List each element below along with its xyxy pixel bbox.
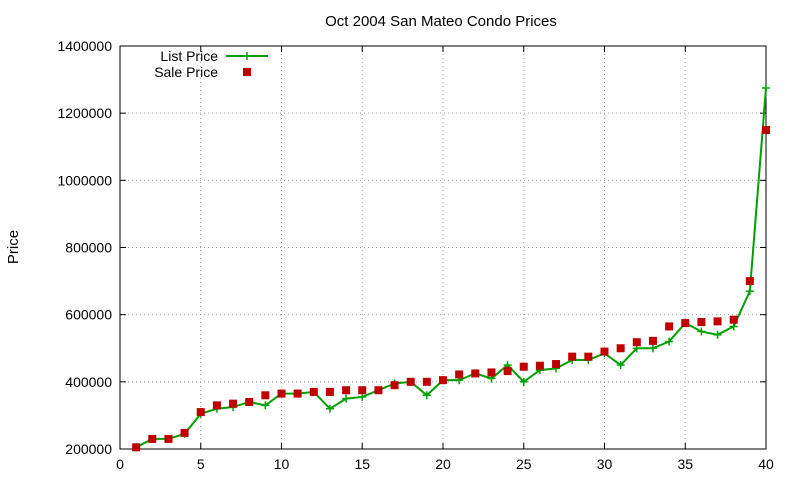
chart-title: Oct 2004 San Mateo Condo Prices	[325, 13, 557, 30]
list-price-point	[261, 401, 270, 410]
sale-price-point	[148, 434, 157, 443]
y-tick-label: 200000	[65, 441, 112, 457]
sale-price-point	[358, 386, 367, 395]
sale-price-point	[164, 434, 173, 443]
list-price-point	[745, 287, 754, 296]
list-price-point	[519, 377, 528, 386]
list-price-point	[713, 330, 722, 339]
list-price-point	[762, 83, 770, 92]
sale-price-point	[503, 367, 512, 376]
list-price-point	[648, 344, 657, 353]
sale-price-point	[309, 387, 318, 396]
sale-price-point	[196, 408, 205, 417]
sale-price-point	[600, 347, 609, 356]
x-tick-label: 35	[677, 456, 693, 472]
sale-price-point	[439, 376, 447, 385]
sale-price-point	[745, 277, 754, 286]
y-tick-label: 1400000	[57, 38, 112, 54]
series-1	[132, 125, 770, 452]
list-price-point	[729, 322, 738, 331]
list-price-point	[616, 361, 625, 370]
sale-price-point	[471, 369, 480, 378]
list-price-point	[697, 327, 706, 336]
sale-price-point	[325, 387, 334, 396]
y-axis-label: Price	[5, 230, 22, 264]
sale-price-point	[535, 361, 544, 370]
list-price-point	[665, 337, 674, 346]
y-tick-label: 1200000	[57, 105, 112, 121]
sale-price-point	[406, 377, 415, 386]
sale-price-point	[374, 386, 383, 395]
y-tick-label: 600000	[65, 307, 112, 323]
sale-price-point	[422, 377, 431, 386]
sale-price-point	[552, 360, 561, 369]
sale-price-point	[665, 322, 674, 331]
sale-price-point	[616, 344, 625, 353]
list-price-point	[422, 391, 431, 400]
x-tick-label: 15	[354, 456, 370, 472]
list-price-point	[358, 392, 367, 401]
y-tick-label: 400000	[65, 374, 112, 390]
sale-price-point	[632, 338, 641, 347]
x-tick-label: 30	[597, 456, 613, 472]
list-price-point	[325, 404, 334, 413]
sale-price-point	[212, 401, 221, 410]
x-tick-label: 20	[435, 456, 451, 472]
sale-price-point	[519, 362, 528, 371]
sale-price-point	[261, 391, 270, 400]
x-tick-label: 5	[197, 456, 205, 472]
legend-square-marker	[243, 68, 251, 76]
y-tick-label: 800000	[65, 240, 112, 256]
x-tick-label: 25	[516, 456, 532, 472]
sale-price-point	[390, 381, 399, 390]
sale-price-point	[681, 319, 690, 328]
list-price-point	[342, 394, 351, 403]
sale-price-point	[229, 399, 238, 408]
sale-price-point	[568, 352, 577, 361]
series-0	[132, 83, 770, 452]
sale-price-point	[713, 317, 722, 326]
x-tick-label: 10	[274, 456, 290, 472]
axis-ticks: 0 5 10 15 20 25 30 35 40 200000 400000 600000 800000…	[57, 38, 774, 472]
sale-price-point	[487, 368, 496, 377]
sale-price-point	[584, 352, 593, 361]
x-tick-label: 0	[116, 456, 124, 472]
sale-price-point	[729, 315, 738, 324]
sale-price-point	[455, 370, 464, 379]
sale-price-point	[180, 428, 189, 437]
sale-price-point	[132, 443, 141, 452]
list-price-line	[135, 87, 767, 449]
sale-price-point	[293, 389, 302, 398]
x-tick-label: 40	[758, 456, 774, 472]
sale-price-point	[245, 397, 254, 406]
sale-price-point	[648, 336, 657, 345]
sale-price-point	[762, 125, 770, 134]
plot-frame	[119, 45, 767, 450]
y-tick-label: 1000000	[57, 172, 112, 188]
sale-price-point	[697, 318, 706, 327]
legend-label: Sale Price	[154, 64, 218, 80]
series-layer	[132, 83, 770, 452]
sale-price-point	[277, 389, 286, 398]
sale-price-point	[342, 386, 351, 395]
legend-label: List Price	[160, 48, 218, 64]
grid-lines	[120, 46, 766, 449]
legend-plus-marker	[243, 52, 251, 60]
